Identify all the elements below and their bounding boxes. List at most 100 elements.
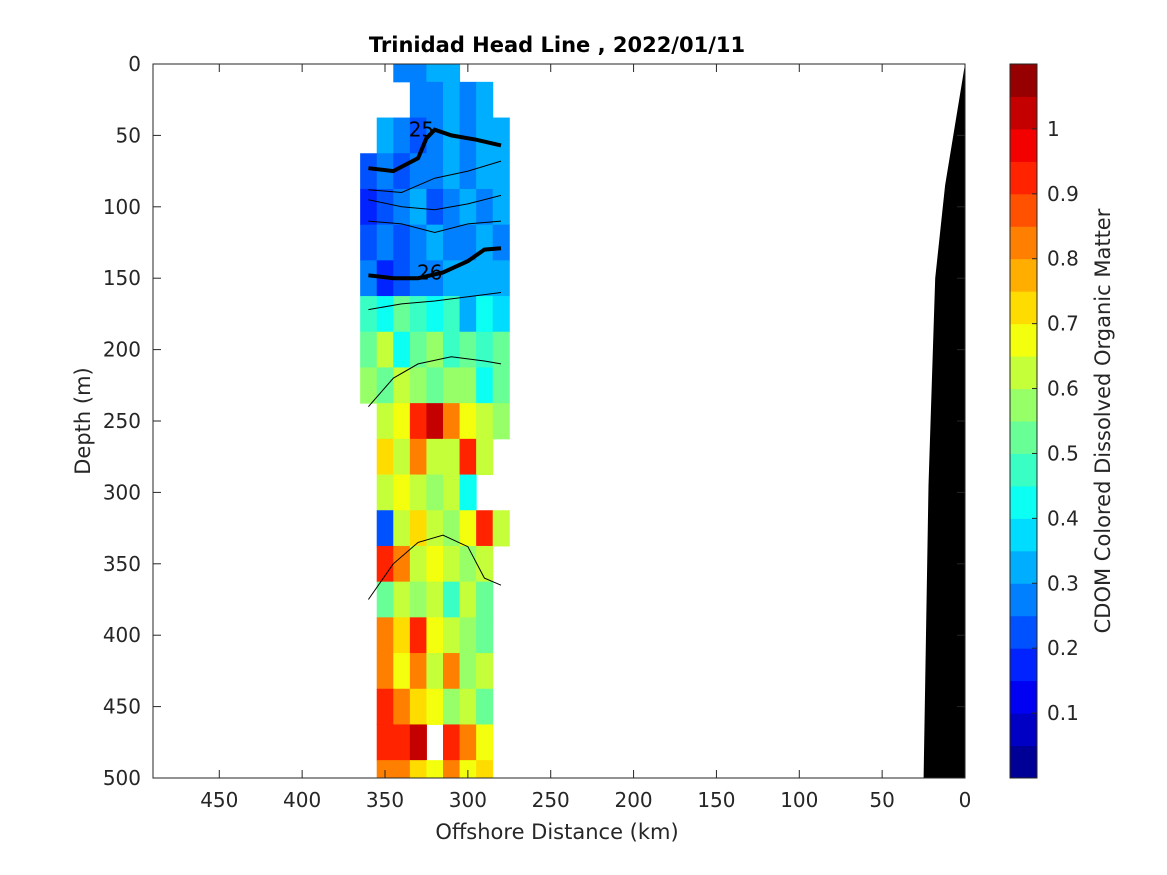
colorbar-tick-label: 0.7 <box>1047 312 1079 336</box>
cdom-cell <box>376 474 394 511</box>
cdom-cell <box>492 117 510 154</box>
cdom-cell <box>376 724 394 761</box>
cdom-cell <box>376 581 394 618</box>
cdom-cell <box>409 64 427 83</box>
cdom-cell <box>492 510 510 547</box>
cdom-cell <box>393 617 411 654</box>
colorbar-swatch <box>1010 193 1037 227</box>
cdom-cell <box>409 403 427 440</box>
cdom-cell <box>443 760 461 779</box>
cdom-cell <box>393 545 411 583</box>
cdom-cell <box>409 367 427 404</box>
colorbar-swatch <box>1010 96 1037 130</box>
density-contour-line <box>367 534 502 600</box>
cdom-cell <box>409 760 427 779</box>
colorbar-frame <box>1009 63 1038 779</box>
cdom-cell <box>459 724 477 761</box>
cdom-cell <box>459 331 477 368</box>
cdom-cell <box>376 617 394 654</box>
cdom-cell <box>409 81 427 119</box>
cdom-cell <box>360 367 378 404</box>
colorbar-tick-label: 0.5 <box>1047 441 1079 465</box>
cdom-cell <box>492 403 510 440</box>
cdom-cell <box>393 367 411 404</box>
cdom-cell <box>492 188 510 226</box>
y-axis-label: Depth (m) <box>71 367 95 474</box>
colorbar-swatch <box>1010 453 1037 487</box>
x-tick-label: 100 <box>780 788 818 812</box>
density-contour-line <box>368 356 502 408</box>
cdom-cell <box>393 760 411 779</box>
y-tick-label: 300 <box>103 480 141 504</box>
cdom-cell <box>476 581 494 618</box>
cdom-cell <box>443 510 461 547</box>
cdom-cell <box>476 653 494 690</box>
cdom-cell <box>409 545 427 583</box>
density-contour-line <box>368 246 502 281</box>
cdom-cell <box>476 81 494 119</box>
y-tick-label: 100 <box>103 195 141 219</box>
cdom-cell <box>393 438 411 476</box>
cdom-cell <box>443 653 461 690</box>
colorbar-tick-label: 1 <box>1047 117 1060 141</box>
cdom-cell <box>443 545 461 583</box>
x-axis: 450 400 350 300 250 200 150 100 50 0 <box>200 64 971 812</box>
cdom-cell <box>393 688 411 725</box>
colorbar: 0.1 0.2 0.3 0.4 0.5 0.6 0.7 0.8 0.9 1 CDOM Colore… <box>1009 63 1115 779</box>
cdom-cell <box>409 438 427 476</box>
cdom-cell <box>376 510 394 547</box>
cdom-cell <box>443 688 461 725</box>
cdom-cell <box>426 688 444 725</box>
seafloor-bathymetry <box>923 64 965 778</box>
cdom-cell <box>393 296 411 333</box>
cdom-cell <box>376 545 394 583</box>
density-contour-line <box>368 292 502 311</box>
cdom-cell <box>443 81 461 119</box>
cdom-cell <box>376 117 394 154</box>
cdom-cell <box>459 653 477 690</box>
cdom-cell <box>426 438 444 476</box>
cdom-cell <box>492 331 510 368</box>
colorbar-label: CDOM Colored Dissolved Organic Matter <box>1091 208 1115 633</box>
cdom-cell <box>426 296 444 333</box>
cdom-cell <box>492 224 510 261</box>
cdom-cell <box>426 653 444 690</box>
cdom-cell <box>376 331 394 368</box>
cdom-cell <box>409 724 427 761</box>
cdom-cell <box>409 331 427 368</box>
cdom-cell <box>426 403 444 440</box>
cdom-cell <box>443 224 461 261</box>
cdom-cell <box>360 260 378 297</box>
cdom-cell <box>459 117 477 154</box>
cdom-cell <box>426 617 444 654</box>
colorbar-swatch <box>1010 291 1037 325</box>
cdom-cell <box>426 188 444 226</box>
colorbar-tick-label: 0.4 <box>1047 506 1079 530</box>
x-tick-label: 450 <box>200 788 238 812</box>
colorbar-swatch <box>1010 680 1037 714</box>
cdom-cell <box>426 367 444 404</box>
cdom-cell <box>393 653 411 690</box>
cdom-cell <box>409 510 427 547</box>
cdom-cell <box>459 545 477 583</box>
colorbar-swatch <box>1010 226 1037 260</box>
y-tick-label: 400 <box>103 623 141 647</box>
plot-background <box>153 64 965 778</box>
cdom-cell <box>426 510 444 547</box>
density-contour-line <box>368 160 502 194</box>
cdom-cell <box>426 224 444 261</box>
cdom-cell <box>443 367 461 404</box>
cdom-cell <box>459 296 477 333</box>
cdom-cell <box>409 617 427 654</box>
cdom-cell <box>443 474 461 511</box>
cdom-cell <box>409 688 427 725</box>
y-tick-label: 0 <box>128 52 141 76</box>
colorbar-tick-label: 0.3 <box>1047 571 1079 595</box>
y-tick-label: 150 <box>103 266 141 290</box>
x-tick-label: 200 <box>614 788 652 812</box>
cdom-cell <box>393 403 411 440</box>
cdom-cell <box>459 474 477 511</box>
cdom-cell <box>459 188 477 226</box>
cdom-cell <box>426 117 444 154</box>
x-tick-label: 400 <box>283 788 321 812</box>
